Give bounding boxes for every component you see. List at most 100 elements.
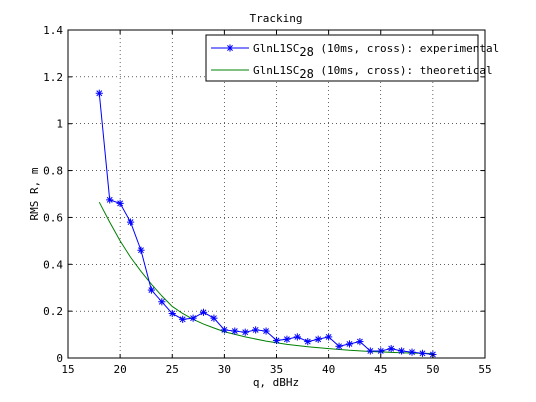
marker-stroke (127, 219, 134, 226)
x-tick-label: 25 (166, 363, 179, 376)
marker-stroke (346, 340, 353, 347)
experimental-data-point (408, 348, 416, 356)
experimental-data-point (293, 333, 301, 341)
legend-label-rest: (10ms, cross): experimental (314, 42, 499, 55)
experimental-data-point (199, 308, 208, 316)
marker-stroke (227, 45, 233, 51)
legend-entry-label: GlnL1SC28 (10ms, cross): experimental (253, 42, 499, 59)
y-tick-label: 0.2 (43, 305, 63, 318)
marker-stroke (138, 247, 144, 254)
x-tick-label: 50 (426, 363, 439, 376)
x-tick-label: 30 (218, 363, 231, 376)
experimental-data-point (116, 199, 124, 207)
experimental-data-point (168, 309, 176, 318)
marker-stroke (190, 315, 197, 322)
marker-stroke (377, 348, 384, 354)
experimental-data-point (106, 196, 114, 204)
legend: GlnL1SC28 (10ms, cross): experimentalGln… (205, 34, 499, 82)
marker-stroke (200, 309, 207, 316)
marker-stroke (283, 336, 290, 343)
experimental-data-point (283, 335, 291, 343)
experimental-data-point (252, 326, 260, 334)
x-tick-label: 40 (322, 363, 335, 376)
x-axis-label: q, dBHz (253, 376, 299, 389)
legend-box (205, 34, 479, 82)
marker-stroke (273, 337, 280, 344)
experimental-data-point (231, 327, 239, 335)
y-tick-label: 0.6 (43, 211, 63, 224)
experimental-data-point (387, 345, 395, 353)
chart-title: Tracking (250, 12, 303, 25)
legend-swatch-marker (226, 44, 234, 52)
marker-stroke (315, 336, 322, 343)
legend-label-base: GlnL1SC (253, 64, 299, 77)
x-tick-label: 55 (478, 363, 491, 376)
legend-label-subscript: 28 (299, 67, 313, 81)
marker-stroke (263, 328, 270, 335)
experimental-data-point (325, 333, 333, 341)
legend-entry-label: GlnL1SC28 (10ms, cross): theoretical (253, 64, 493, 81)
y-tick-label: 1.4 (43, 24, 63, 37)
marker-stroke (356, 338, 363, 345)
axis-ticks: 15 20 25 30 35 40 45 50 55 0 0.2 0.4 0.6 0.8 1 1.2 1.4 (43, 24, 492, 376)
experimental-data-point (335, 342, 343, 350)
legend-label-base: GlnL1SC (253, 42, 299, 55)
experimental-data-point (314, 335, 322, 343)
experimental-data-point (95, 89, 103, 97)
marker-stroke (96, 90, 103, 97)
marker-stroke (169, 310, 176, 317)
x-tick-label: 15 (61, 363, 74, 376)
marker-stroke (148, 287, 155, 294)
marker-stroke (294, 333, 301, 340)
experimental-data-point (137, 246, 145, 254)
experimental-data-point (262, 327, 270, 335)
marker-stroke (325, 333, 332, 340)
marker-stroke (388, 345, 395, 352)
experimental-data-point (272, 336, 281, 345)
experimental-data-point (158, 298, 166, 306)
experimental-data-point (210, 314, 218, 322)
marker-stroke (231, 328, 238, 335)
experimental-data-point (366, 347, 374, 355)
legend-label-rest: (10ms, cross): theoretical (314, 64, 493, 77)
experimental-data-point (345, 340, 354, 348)
y-tick-label: 0.8 (43, 165, 63, 178)
marker-stroke (179, 316, 186, 323)
marker-stroke (211, 315, 217, 322)
marker-stroke (221, 326, 228, 333)
marker-stroke (398, 348, 405, 354)
marker-stroke (242, 329, 249, 336)
experimental-data-point (241, 328, 249, 336)
marker-stroke (419, 350, 426, 357)
marker-stroke (336, 343, 342, 350)
x-tick-label: 35 (270, 363, 283, 376)
theoretical-series-line (98, 201, 433, 355)
marker-stroke (252, 326, 259, 333)
marker-stroke (304, 338, 311, 345)
marker-stroke (158, 298, 165, 305)
experimental-data-point (304, 338, 312, 346)
series-layer (95, 89, 437, 359)
marker-stroke (409, 349, 415, 356)
experimental-data-point (179, 315, 187, 323)
experimental-data-point (147, 286, 155, 294)
y-tick-label: 0.4 (43, 258, 63, 271)
marker-stroke (106, 196, 113, 203)
legend-label-subscript: 28 (299, 45, 313, 59)
x-tick-label: 45 (374, 363, 387, 376)
x-tick-label: 20 (114, 363, 127, 376)
experimental-data-point (356, 338, 364, 346)
experimental-data-point (189, 314, 197, 322)
experimental-data-point (377, 347, 385, 355)
y-tick-label: 0 (56, 352, 63, 365)
marker-stroke (367, 348, 374, 354)
experimental-data-point (220, 326, 228, 334)
experimental-data-point (418, 349, 427, 357)
y-axis-label: RMS R, m (28, 167, 41, 220)
y-tick-label: 1.2 (43, 71, 63, 84)
y-tick-label: 1 (56, 118, 63, 131)
experimental-data-point (398, 347, 406, 355)
experimental-data-point (126, 218, 135, 226)
marker-stroke (117, 200, 124, 207)
